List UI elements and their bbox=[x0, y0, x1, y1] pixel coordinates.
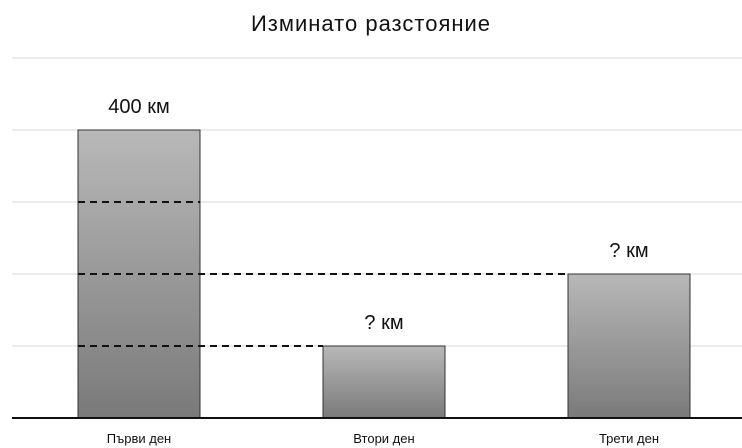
data-labels: 400 км ? км ? км bbox=[108, 96, 648, 334]
bar-3 bbox=[567, 273, 691, 419]
category-label-1: Първи ден bbox=[107, 431, 171, 446]
bar-2 bbox=[322, 345, 446, 419]
chart-title: Изминато разстояние bbox=[251, 11, 491, 36]
data-label-2: ? км bbox=[364, 312, 403, 334]
x-axis: Първи ден Втори ден Трети ден bbox=[12, 417, 742, 446]
category-label-3: Трети ден bbox=[599, 431, 659, 446]
category-label-2: Втори ден bbox=[353, 431, 414, 446]
data-label-3: ? км bbox=[609, 240, 648, 262]
data-label-1: 400 км bbox=[108, 96, 169, 118]
dashed-guides bbox=[78, 201, 568, 347]
